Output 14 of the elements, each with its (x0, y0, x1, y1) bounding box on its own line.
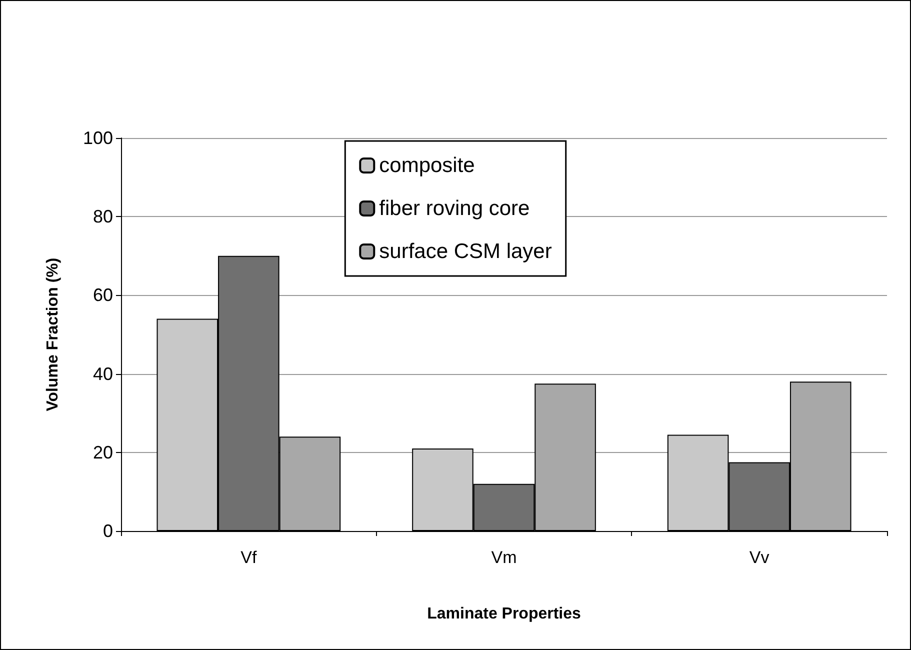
x-axis-title: Laminate Properties (427, 606, 582, 622)
legend-label: surface CSM layer (379, 240, 552, 263)
y-tick-label: 20 (92, 442, 113, 462)
legend-label: composite (379, 154, 475, 177)
y-tick-label: 60 (92, 285, 113, 306)
y-tick-label: 40 (92, 364, 113, 384)
x-tick-label: Vm (491, 548, 517, 567)
y-tick-label: 0 (102, 521, 113, 541)
legend-label: fiber roving core (379, 197, 530, 220)
x-tick-label: Vv (749, 548, 770, 567)
x-tick-label: Vf (240, 548, 257, 567)
y-tick-label: 80 (92, 206, 113, 227)
y-axis-title: Volume Fraction (%) (44, 258, 62, 412)
y-tick-label: 100 (82, 128, 113, 148)
